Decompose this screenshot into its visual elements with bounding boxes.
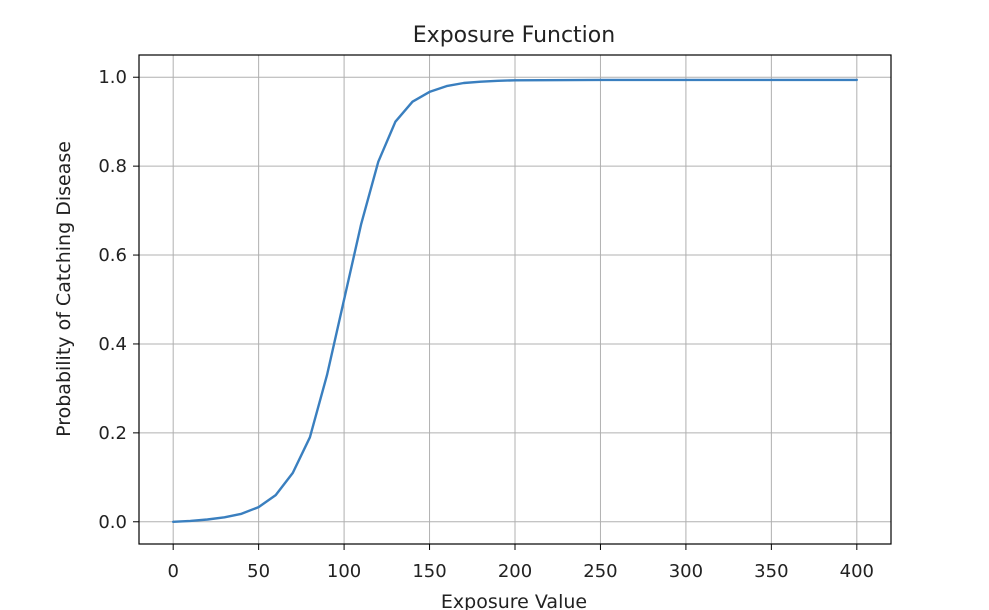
x-tick-label: 300 [669,561,703,582]
x-tick-label: 350 [754,561,788,582]
x-ticks: 0 50 100 150 200 250 300 350 400 [167,544,874,582]
x-tick-label: 200 [498,561,532,582]
x-tick-label: 50 [247,561,270,582]
y-tick-label: 0.8 [98,156,127,177]
x-tick-label: 0 [167,561,178,582]
grid [139,55,891,544]
x-tick-label: 400 [840,561,874,582]
y-ticks: 0.0 0.2 0.4 0.6 0.8 1.0 [98,67,139,533]
x-tick-label: 150 [412,561,446,582]
series-line [171,78,858,523]
y-tick-label: 0.2 [98,423,127,444]
y-axis-label: Probability of Catching Disease [53,141,75,437]
y-tick-label: 0.0 [98,512,127,533]
y-tick-label: 1.0 [98,67,127,88]
x-tick-label: 100 [327,561,361,582]
x-axis-label: Exposure Value [441,591,587,610]
y-tick-label: 0.6 [98,245,127,266]
series-layer [171,78,858,523]
x-tick-label: 250 [583,561,617,582]
chart-title: Exposure Function [413,23,615,48]
y-tick-label: 0.4 [98,334,127,355]
